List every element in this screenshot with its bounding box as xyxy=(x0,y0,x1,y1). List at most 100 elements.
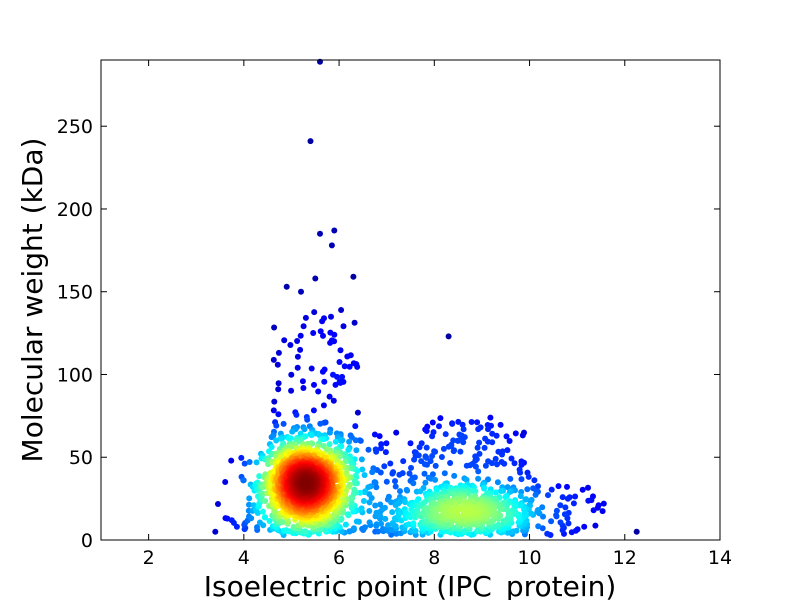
data-point xyxy=(297,332,304,339)
data-point xyxy=(302,528,309,535)
data-point xyxy=(396,471,403,478)
data-point xyxy=(472,463,479,470)
data-point xyxy=(378,520,385,527)
data-point xyxy=(487,414,494,421)
data-point xyxy=(233,523,240,530)
data-point xyxy=(378,445,384,452)
data-point xyxy=(553,512,560,519)
data-point xyxy=(532,491,539,498)
data-point xyxy=(388,499,395,506)
data-point xyxy=(475,468,482,475)
data-point xyxy=(447,460,454,466)
data-point xyxy=(371,431,378,438)
data-point xyxy=(574,526,581,533)
data-point xyxy=(382,515,389,522)
data-point xyxy=(544,530,551,537)
data-point xyxy=(338,307,345,313)
data-point xyxy=(246,495,253,502)
data-point xyxy=(317,420,324,427)
data-point xyxy=(561,511,568,518)
data-point xyxy=(462,508,469,515)
data-point xyxy=(518,461,525,468)
data-point xyxy=(410,520,417,527)
data-point xyxy=(319,318,326,325)
data-point xyxy=(534,508,541,515)
data-point xyxy=(326,441,333,448)
data-point xyxy=(274,361,281,368)
data-point xyxy=(375,528,382,535)
data-point xyxy=(268,444,275,450)
data-point xyxy=(392,483,399,490)
data-point xyxy=(308,432,315,439)
data-point xyxy=(346,528,353,535)
data-point xyxy=(519,432,526,439)
y-axis: 0 50 100 150 200 250 xyxy=(57,116,720,552)
data-point xyxy=(271,398,278,405)
data-point xyxy=(369,469,376,476)
data-point xyxy=(281,337,288,344)
data-point xyxy=(266,518,273,524)
data-point xyxy=(359,466,366,473)
data-point xyxy=(330,397,337,404)
data-point xyxy=(415,452,422,459)
data-point xyxy=(445,333,452,340)
data-point xyxy=(512,430,519,437)
data-point xyxy=(317,230,323,237)
data-point xyxy=(342,521,349,528)
data-point xyxy=(463,462,470,469)
data-point xyxy=(344,353,351,360)
y-tick-label: 100 xyxy=(57,364,93,386)
data-point xyxy=(273,422,280,429)
data-point xyxy=(361,489,368,496)
data-point xyxy=(350,360,357,367)
data-point xyxy=(377,513,384,520)
data-point xyxy=(495,448,502,455)
data-point xyxy=(411,474,418,481)
x-tick-label: 8 xyxy=(428,547,440,569)
data-point xyxy=(350,525,357,532)
data-point xyxy=(345,446,352,453)
data-point xyxy=(389,470,396,477)
data-point xyxy=(429,433,436,440)
data-point xyxy=(340,323,347,330)
data-point xyxy=(432,462,439,469)
data-point xyxy=(492,455,499,462)
data-point xyxy=(336,378,343,385)
data-point xyxy=(455,506,461,513)
data-point xyxy=(442,431,449,438)
data-point xyxy=(320,332,326,339)
data-point xyxy=(328,313,334,320)
data-point xyxy=(299,378,306,385)
data-point xyxy=(557,502,564,509)
data-point xyxy=(290,524,297,530)
x-tick-label: 12 xyxy=(613,547,637,569)
data-point xyxy=(246,501,252,508)
data-point xyxy=(585,497,592,504)
data-point xyxy=(248,515,255,522)
data-point xyxy=(407,440,414,447)
data-point xyxy=(283,283,290,290)
data-point xyxy=(570,500,577,507)
data-point xyxy=(366,519,373,526)
data-point xyxy=(448,441,455,448)
data-point xyxy=(372,502,379,509)
data-point xyxy=(633,528,640,535)
data-point xyxy=(504,484,511,491)
data-points xyxy=(212,58,640,538)
data-point xyxy=(416,444,423,451)
data-point xyxy=(581,523,588,530)
data-point xyxy=(240,477,247,484)
data-point xyxy=(438,454,445,460)
data-point xyxy=(518,476,525,483)
data-point xyxy=(288,371,295,378)
data-point xyxy=(321,378,328,385)
data-point xyxy=(502,493,509,500)
data-point xyxy=(352,472,359,479)
data-point xyxy=(525,473,532,480)
data-point xyxy=(429,453,436,459)
data-point xyxy=(475,426,482,433)
data-point xyxy=(405,521,412,528)
data-point xyxy=(498,459,505,465)
y-tick-label: 0 xyxy=(81,530,93,552)
data-point xyxy=(441,470,448,477)
